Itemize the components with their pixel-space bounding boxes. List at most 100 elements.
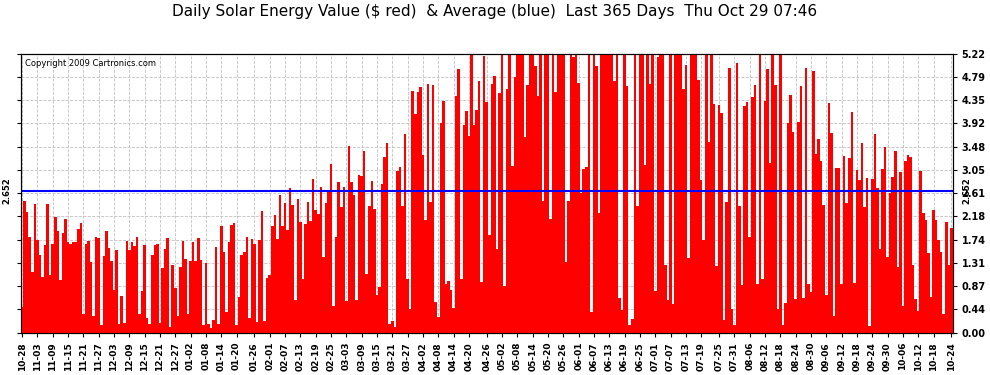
Bar <box>61 233 64 333</box>
Bar <box>751 97 753 333</box>
Bar <box>771 54 774 333</box>
Bar <box>59 280 61 333</box>
Bar <box>328 192 330 333</box>
Bar <box>891 177 894 333</box>
Bar <box>447 281 449 333</box>
Bar <box>373 209 375 333</box>
Bar <box>404 134 406 333</box>
Bar <box>355 300 357 333</box>
Bar <box>838 168 841 333</box>
Bar <box>335 237 338 333</box>
Bar <box>608 54 611 333</box>
Bar <box>273 215 276 333</box>
Bar <box>44 245 47 333</box>
Bar <box>723 320 726 333</box>
Bar <box>322 257 325 333</box>
Bar <box>731 309 734 333</box>
Bar <box>258 240 260 333</box>
Bar <box>146 318 148 333</box>
Bar <box>860 142 863 333</box>
Bar <box>546 54 549 333</box>
Bar <box>113 290 115 333</box>
Bar <box>695 54 697 333</box>
Bar <box>236 325 238 333</box>
Bar <box>338 182 340 333</box>
Bar <box>940 252 942 333</box>
Bar <box>388 324 391 333</box>
Bar <box>97 238 100 333</box>
Bar <box>158 323 161 333</box>
Bar <box>708 142 710 333</box>
Bar <box>506 89 509 333</box>
Bar <box>31 272 34 333</box>
Bar <box>659 54 661 333</box>
Bar <box>253 244 255 333</box>
Bar <box>603 54 606 333</box>
Bar <box>121 296 123 333</box>
Bar <box>947 264 950 333</box>
Bar <box>320 187 322 333</box>
Bar <box>66 242 69 333</box>
Bar <box>394 327 396 333</box>
Bar <box>743 106 745 333</box>
Bar <box>131 242 134 333</box>
Bar <box>49 274 51 333</box>
Bar <box>294 300 297 333</box>
Bar <box>624 54 626 333</box>
Bar <box>950 228 952 333</box>
Bar <box>805 68 807 333</box>
Bar <box>549 219 551 333</box>
Bar <box>72 242 74 333</box>
Bar <box>225 312 228 333</box>
Bar <box>700 180 703 333</box>
Bar <box>151 255 153 333</box>
Bar <box>812 71 815 333</box>
Bar <box>289 188 291 333</box>
Bar <box>567 201 569 333</box>
Bar <box>674 54 677 333</box>
Bar <box>194 261 197 333</box>
Bar <box>255 322 258 333</box>
Bar <box>833 316 836 333</box>
Bar <box>69 244 72 333</box>
Bar <box>103 256 105 333</box>
Bar <box>307 202 309 333</box>
Bar <box>613 81 616 333</box>
Bar <box>866 178 868 333</box>
Bar <box>661 54 664 333</box>
Bar <box>228 242 231 333</box>
Bar <box>666 300 669 333</box>
Bar <box>241 255 243 333</box>
Bar <box>741 285 743 333</box>
Bar <box>682 89 685 333</box>
Bar <box>312 179 315 333</box>
Bar <box>302 279 304 333</box>
Bar <box>904 161 907 333</box>
Bar <box>692 54 695 333</box>
Bar <box>370 181 373 333</box>
Bar <box>100 324 103 333</box>
Bar <box>317 214 320 333</box>
Bar <box>478 81 480 333</box>
Bar <box>873 134 876 333</box>
Bar <box>845 203 848 333</box>
Bar <box>575 54 577 333</box>
Bar <box>136 237 139 333</box>
Bar <box>467 136 470 333</box>
Bar <box>942 314 945 333</box>
Bar <box>519 54 521 333</box>
Bar <box>276 239 279 333</box>
Bar <box>748 237 751 333</box>
Bar <box>243 252 246 333</box>
Bar <box>868 327 871 333</box>
Bar <box>644 165 646 333</box>
Bar <box>105 231 108 333</box>
Bar <box>325 203 328 333</box>
Bar <box>503 286 506 333</box>
Bar <box>427 84 430 333</box>
Bar <box>443 101 445 333</box>
Bar <box>920 171 922 333</box>
Bar <box>656 57 659 333</box>
Bar <box>753 84 756 333</box>
Bar <box>889 193 891 333</box>
